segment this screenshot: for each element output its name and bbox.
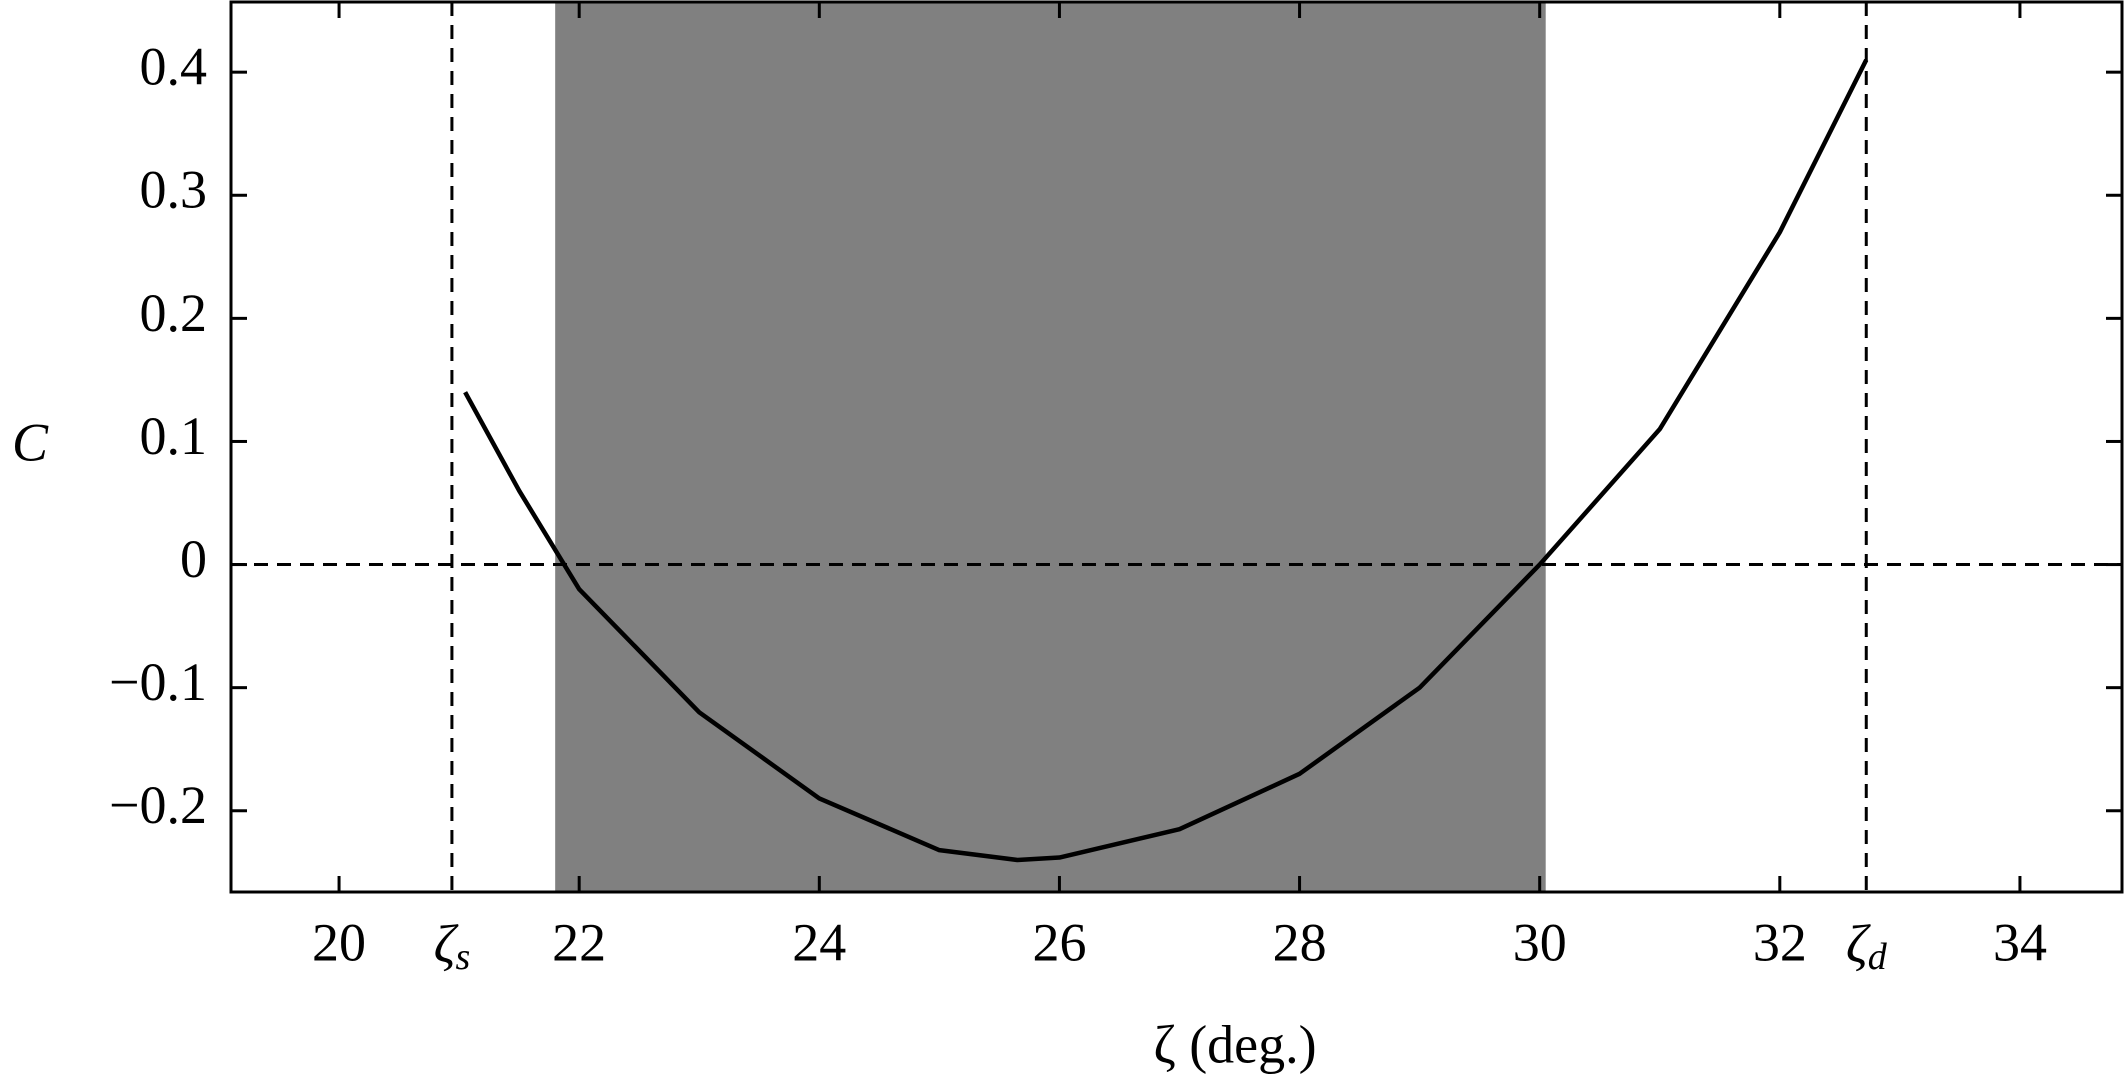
x-tick-label: 24 <box>792 912 846 972</box>
y-axis-title: C <box>12 412 49 472</box>
x-axis-title: ζ (deg.) <box>1153 1014 1316 1074</box>
y-tick-label: 0.4 <box>140 37 208 97</box>
marker-subscript: d <box>1868 936 1888 978</box>
x-tick-label: 26 <box>1032 912 1086 972</box>
marker-label: ζs <box>434 914 471 977</box>
x-tick-label: 32 <box>1753 912 1807 972</box>
x-tick-label: 20 <box>312 912 366 972</box>
y-tick-label: −0.1 <box>109 652 207 712</box>
y-tick-label: −0.2 <box>109 775 207 835</box>
marker-subscript: s <box>455 936 470 978</box>
x-tick-label: 30 <box>1513 912 1567 972</box>
data-line <box>463 58 1869 863</box>
plot-frame <box>229 0 2124 894</box>
y-tick-label: 0.1 <box>140 406 208 466</box>
marker-label: ζd <box>1846 914 1888 977</box>
shaded-region <box>555 2 1546 892</box>
y-tick-label: 0.2 <box>140 283 208 343</box>
x-tick-label: 34 <box>1993 912 2047 972</box>
x-tick-label: 28 <box>1273 912 1327 972</box>
marker-symbol: ζ <box>1846 914 1871 974</box>
y-tick-label: 0.3 <box>140 160 208 220</box>
x-tick-label: 22 <box>552 912 606 972</box>
y-tick-label: 0 <box>180 529 207 589</box>
marker-symbol: ζ <box>434 914 459 974</box>
